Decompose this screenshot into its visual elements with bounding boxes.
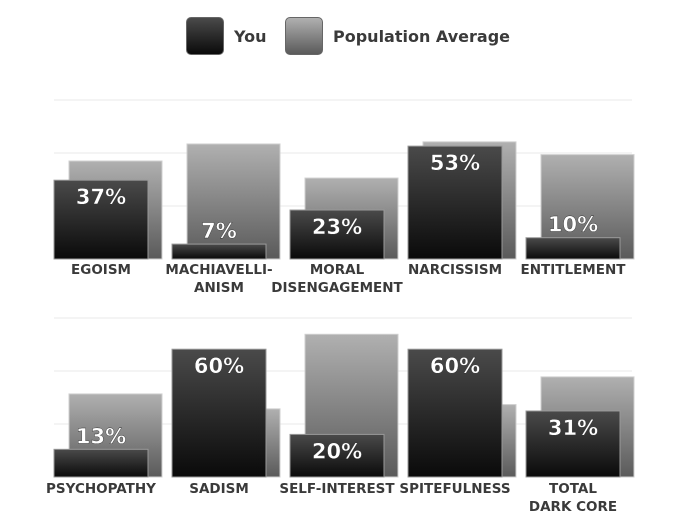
category-label-line: EGOISM [71,262,131,278]
value-label-8: 20% [312,439,362,463]
category-label-7: SADISM [189,481,249,497]
value-label-1: 37% [76,185,126,209]
category-label-line: DARK CORE [529,499,617,515]
you-bar-5 [525,237,621,260]
category-label-6: PSYCHOPATHY [46,481,156,497]
value-label-3: 23% [312,215,362,239]
legend-label-you: You [234,26,267,46]
value-label-4: 53% [430,151,480,175]
category-label-line: ENTITLEMENT [521,262,627,278]
value-label-2: 7% [201,219,237,243]
you-bar-4 [407,145,503,260]
category-label-8: SELF-INTEREST [279,481,395,497]
legend-label-population: Population Average [333,26,511,46]
category-label-10: TOTAL DARK CORE [529,481,617,515]
category-label-line: PSYCHOPATHY [46,481,156,497]
category-label-line: TOTAL [549,481,597,497]
category-label-3: MORAL DISENGAGEMENT [271,262,403,296]
category-label-line: ANISM [194,280,244,296]
legend-item-you[interactable]: You [186,16,267,56]
value-label-7: 60% [194,354,244,378]
legend-swatch-population [285,17,323,55]
you-bar-10 [525,410,621,478]
category-label-line: SELF-INTEREST [279,481,395,497]
value-label-6: 13% [76,424,126,448]
you-bar-8 [289,433,385,478]
population-bar-2 [186,143,281,260]
category-label-5: ENTITLEMENT [521,262,627,278]
value-label-9: 60% [430,354,480,378]
category-label-line: MACHIAVELLI- [165,262,272,278]
you-bar-3 [289,209,385,260]
you-bar-9 [407,348,503,478]
legend: You Population Average [0,0,697,70]
category-label-4: NARCISSISM [408,262,502,278]
legend-swatch-you [186,17,224,55]
you-bar-6 [53,448,149,478]
legend-item-population[interactable]: Population Average [285,16,510,56]
category-label-9: SPITEFULNESS [399,481,510,497]
you-bar-7 [171,348,267,478]
category-label-line: MORAL [310,262,365,278]
you-bar-1 [53,179,149,260]
category-label-line: NARCISSISM [408,262,502,278]
category-label-line: SADISM [189,481,249,497]
category-label-line: DISENGAGEMENT [271,280,403,296]
value-label-10: 31% [548,416,598,440]
category-label-1: EGOISM [71,262,131,278]
category-label-line: SPITEFULNESS [399,481,510,497]
category-label-2: MACHIAVELLI- ANISM [165,262,272,296]
value-label-5: 10% [548,213,598,237]
you-bar-2 [171,243,267,260]
